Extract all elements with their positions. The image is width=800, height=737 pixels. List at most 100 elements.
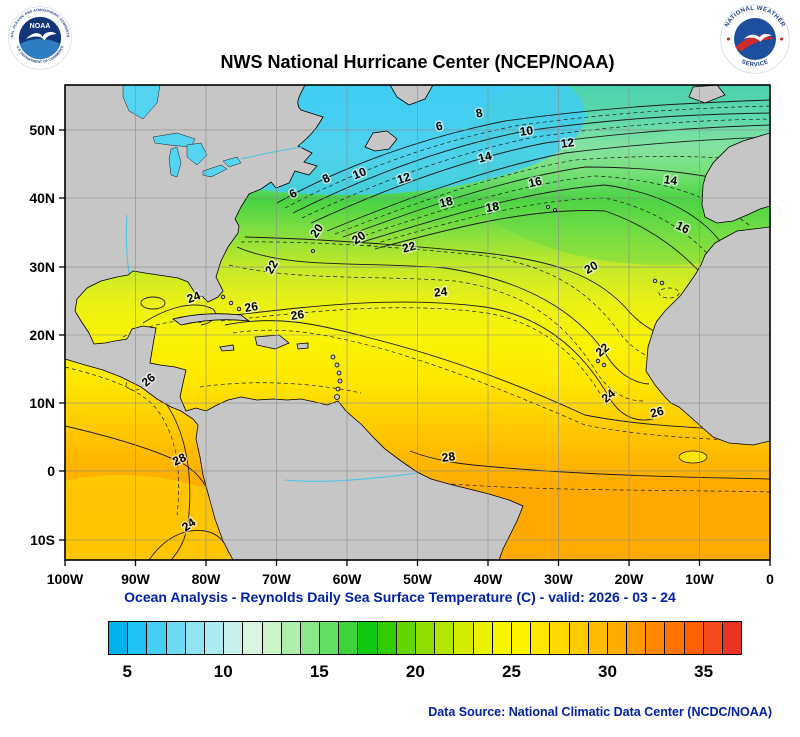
- colorbar-segment: [531, 622, 551, 654]
- contour-label: 26: [649, 404, 666, 421]
- contour-label: 24: [433, 284, 448, 299]
- noaa-logo: NATIONAL OCEANIC AND ATMOSPHERIC ADMINIS…: [8, 6, 72, 70]
- lake-huron: [186, 142, 208, 166]
- lat-label: 10S: [30, 532, 55, 548]
- nws-logo: NATIONAL WEATHER SERVICE: [720, 4, 790, 74]
- lon-label: 90W: [121, 571, 151, 587]
- nws-ring-text-bottom: SERVICE: [740, 59, 769, 68]
- antilles-island: [330, 354, 336, 360]
- canary-island: [652, 278, 658, 284]
- contour-label: 28: [441, 449, 456, 465]
- antilles-island: [337, 378, 343, 384]
- colorbar-segment: [511, 622, 532, 654]
- newfoundland-island: [364, 130, 398, 152]
- colorbar-segment: [339, 622, 359, 654]
- africa-landmass: [645, 226, 770, 446]
- noaa-gull-icon: [25, 31, 57, 41]
- colorbar-segment: [684, 622, 704, 654]
- bahamas-island: [220, 294, 226, 300]
- noaa-label: NOAA: [30, 23, 51, 30]
- contour-label: 22: [401, 239, 418, 256]
- antilles-island: [334, 362, 340, 368]
- colorbar-segment: [262, 622, 282, 654]
- lat-label: 50N: [29, 122, 55, 138]
- colorbar-segment: [665, 622, 685, 654]
- colorbar-segment: [646, 622, 666, 654]
- colorbar-segment: [224, 622, 244, 654]
- lat-label: 20N: [29, 327, 55, 343]
- azores-island: [546, 205, 550, 209]
- colorbar-tick-labels: 5 10 15 20 25 30 35: [108, 662, 742, 688]
- europe-landmass: [701, 132, 770, 224]
- colorbar-segment: [396, 622, 416, 654]
- colorbar-segment: [627, 622, 647, 654]
- greenland-tip: [389, 85, 434, 106]
- st-lawrence-river: [240, 146, 304, 160]
- colorbar-segment: [723, 622, 742, 654]
- lake-erie: [202, 164, 228, 178]
- grid-layer: [65, 85, 770, 560]
- lon-label: 40W: [474, 571, 504, 587]
- colorbar-segment: [569, 622, 589, 654]
- colorbar-segment: [550, 622, 570, 654]
- temperature-colorbar: [108, 621, 742, 655]
- colorbar-tick-label: 35: [694, 662, 714, 681]
- hispaniola-island: [254, 334, 290, 350]
- colorbar-segment: [128, 622, 148, 654]
- colorbar-segment: [281, 622, 301, 654]
- lon-label: 10W: [685, 571, 715, 587]
- puerto-rico-island: [296, 342, 309, 350]
- colorbar-segment: [300, 622, 321, 654]
- nws-red-swoosh: [735, 35, 775, 52]
- contour-label: 18: [485, 199, 501, 215]
- lon-label: 80W: [192, 571, 222, 587]
- mississippi-river: [125, 214, 130, 274]
- colorbar-segment: [243, 622, 263, 654]
- contour-label: 14: [477, 149, 494, 166]
- colorbar-segment: [377, 622, 397, 654]
- contour-label: 18: [438, 194, 455, 211]
- colorbar-tick-label: 5: [122, 662, 132, 681]
- colorbar-tick-label: 20: [405, 662, 425, 681]
- cape-verde-island: [595, 358, 601, 364]
- cuba-island: [172, 313, 251, 326]
- contour-label: 16: [527, 174, 543, 191]
- lon-label: 20W: [615, 571, 645, 587]
- colorbar-tick-label: 25: [502, 662, 521, 681]
- lat-label: 10N: [29, 395, 55, 411]
- colorbar-segment: [204, 622, 225, 654]
- lat-label: 30N: [29, 259, 55, 275]
- colorbar-segment: [358, 622, 378, 654]
- lon-label: 60W: [333, 571, 363, 587]
- hudson-bay: [122, 85, 161, 120]
- contour-label: 12: [560, 135, 575, 151]
- jamaica-island: [219, 344, 235, 352]
- colorbar-tick-label: 30: [598, 662, 617, 681]
- contour-label: 14: [663, 172, 678, 188]
- colorbar-segment: [607, 622, 628, 654]
- colorbar-segment: [703, 622, 723, 654]
- contour-label: 12: [395, 169, 412, 187]
- colorbar-segment: [454, 622, 474, 654]
- land-layer: [65, 85, 770, 560]
- contour-label: 10: [519, 123, 534, 139]
- nws-gull-icon: [743, 33, 772, 42]
- bahamas-island: [236, 306, 242, 312]
- nws-star-left: [726, 37, 730, 41]
- colorbar-segment: [588, 622, 608, 654]
- lon-label: 50W: [403, 571, 433, 587]
- contour-label: 26: [290, 307, 305, 323]
- colorbar-segment: [320, 622, 340, 654]
- antilles-island: [335, 386, 341, 392]
- axis-layer: 100W 90W 80W 70W 60W 50W 40W 30W 20W 10W 0 50N 40N 30…: [29, 122, 774, 587]
- colorbar-segment: [109, 622, 129, 654]
- analysis-caption: Ocean Analysis - Reynolds Daily Sea Surf…: [124, 589, 676, 605]
- lon-label: 70W: [262, 571, 292, 587]
- data-source: Data Source: National Climatic Data Cent…: [428, 705, 772, 719]
- lon-label: 100W: [47, 571, 84, 587]
- bermuda-island: [311, 249, 315, 253]
- canary-island: [659, 280, 665, 286]
- cape-verde-island: [601, 362, 607, 368]
